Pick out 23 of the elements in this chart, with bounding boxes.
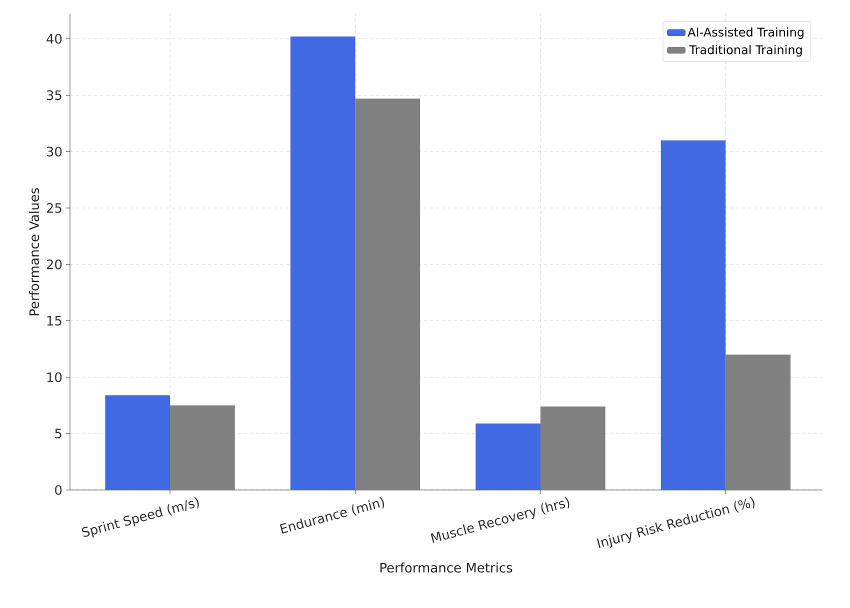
bar: [290, 36, 356, 490]
y-tick-label: 30: [46, 146, 62, 157]
y-tick-label: 0: [55, 485, 62, 495]
y-tick-label: 40: [46, 34, 62, 44]
x-tick-label: Sprint Speed (m/s): [82, 497, 199, 538]
bar: [170, 405, 235, 490]
y-axis-title: Performance Values: [29, 188, 40, 316]
y-tick-label: 35: [46, 90, 62, 100]
x-axis-title: Performance Metrics: [380, 562, 512, 573]
y-tick-label: 25: [46, 203, 62, 213]
x-tick-label: Muscle Recovery (hrs): [430, 497, 570, 543]
y-tick-label: 10: [47, 372, 62, 382]
bar: [355, 98, 420, 490]
bar: [726, 354, 791, 490]
y-tick-label: 5: [55, 428, 62, 438]
legend-label: AI-Assisted Training: [688, 27, 804, 39]
y-tick-label: 15: [47, 316, 62, 326]
bar: [105, 395, 170, 490]
y-tick-label: 20: [46, 259, 62, 270]
bar: [476, 423, 540, 490]
legend-label: Traditional Training: [689, 44, 802, 57]
bar: [540, 406, 606, 490]
bar: [660, 140, 726, 490]
